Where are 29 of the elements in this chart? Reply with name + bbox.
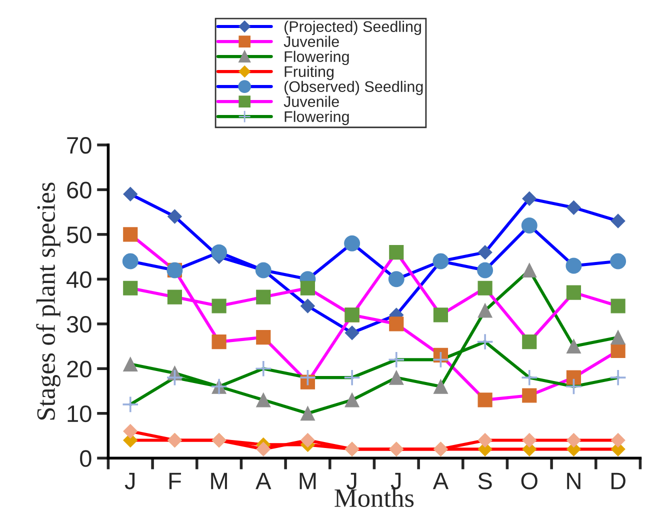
x-tick-label: A [256, 472, 272, 490]
x-tick-label: J [124, 472, 135, 490]
legend-label: Flowering [284, 110, 349, 126]
x-tick-label: J [390, 472, 401, 490]
y-tick-label: 60 [67, 182, 92, 198]
y-tick-label: 30 [66, 316, 92, 333]
y-axis-title: Stages of plant species [36, 182, 60, 420]
x-tick-label: D [611, 472, 626, 490]
x-tick-label: A [432, 472, 449, 490]
x-tick-label: F [169, 472, 181, 490]
y-tick-label: 0 [80, 450, 92, 467]
legend-label: Juvenile [284, 96, 339, 108]
x-tick-label: O [521, 472, 538, 490]
legend-label: Juvenile [284, 36, 339, 48]
legend-label: Flowering [284, 50, 349, 66]
y-tick-label: 20 [67, 360, 92, 378]
x-tick-label: M [300, 472, 316, 490]
legend-label: (Observed) Seedling [284, 80, 423, 96]
x-axis-title: Months [334, 488, 414, 508]
legend-label: (Projected) Seedling [284, 20, 421, 36]
y-tick-label: 50 [66, 226, 92, 244]
x-tick-label: M [211, 472, 227, 490]
x-tick-label: S [478, 472, 492, 490]
y-tick-label: 70 [67, 137, 92, 154]
x-tick-label: J [346, 472, 356, 490]
legend-label: Fruiting [284, 66, 334, 80]
y-tick-label: 40 [66, 271, 92, 288]
y-tick-label: 10 [68, 405, 92, 422]
x-tick-label: N [567, 472, 580, 490]
